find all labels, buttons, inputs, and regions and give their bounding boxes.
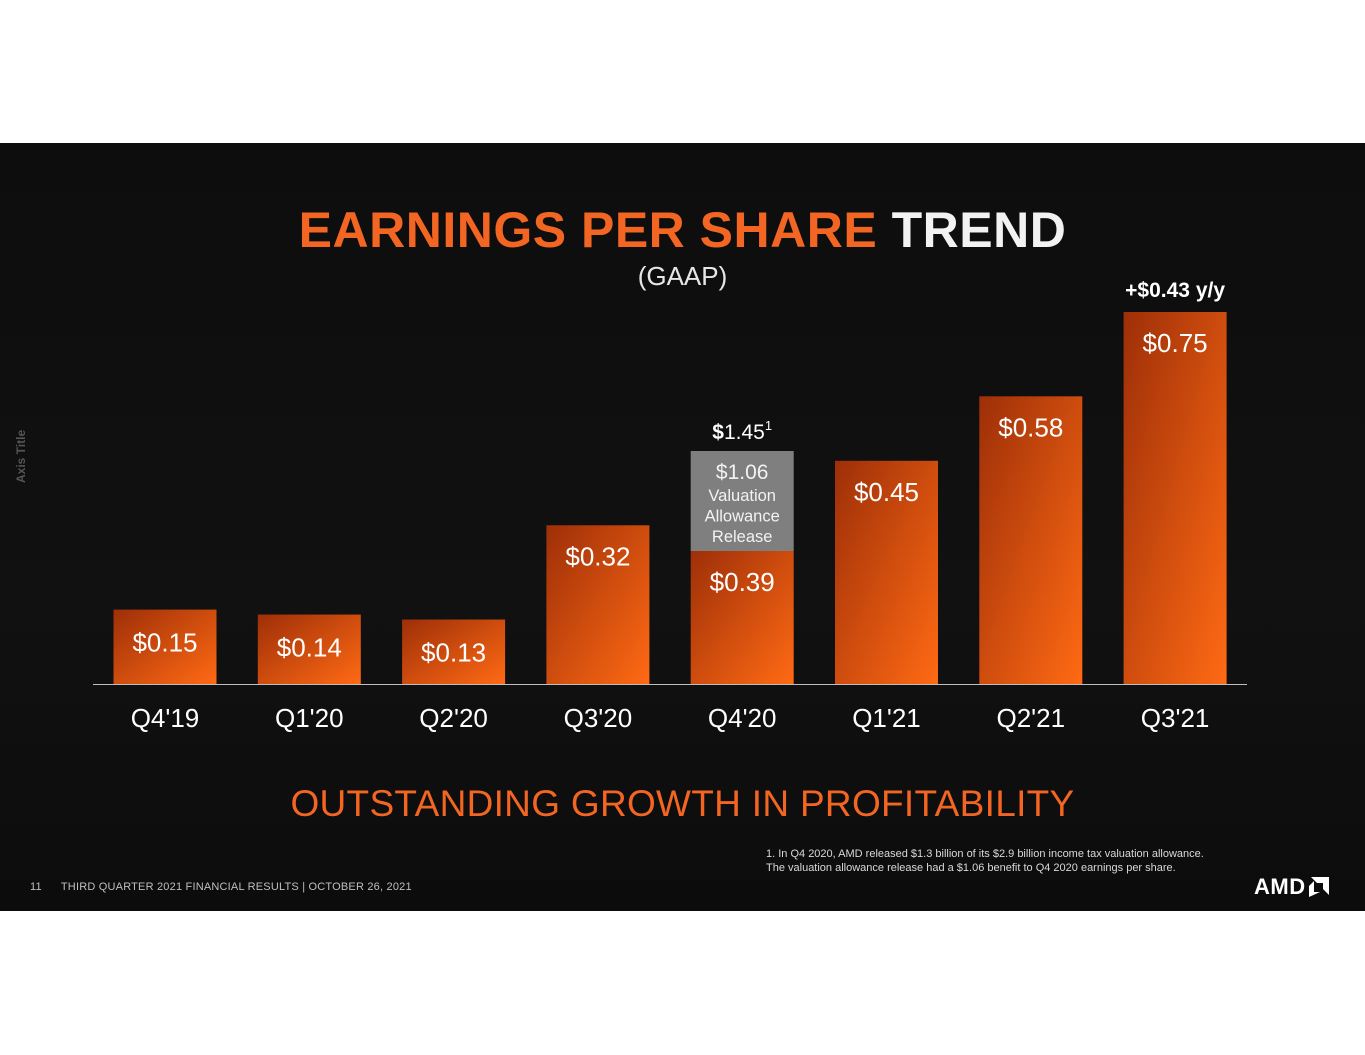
page-title: EARNINGS PER SHARE TREND xyxy=(0,201,1365,259)
bar-2 xyxy=(402,619,506,684)
x-tick-label-3: Q3'20 xyxy=(564,703,633,733)
x-tick-label-1: Q1'20 xyxy=(275,703,344,733)
bar-value-label-4: $0.39 xyxy=(710,567,775,597)
x-tick-label-4: Q4'20 xyxy=(708,703,777,733)
slide: EARNINGS PER SHARE TREND (GAAP) Axis Tit… xyxy=(0,143,1365,911)
bar-3 xyxy=(546,525,650,684)
footnote: 1. In Q4 2020, AMD released $1.3 billion… xyxy=(766,847,1204,875)
bar-value-label-0: $0.15 xyxy=(132,628,197,658)
bar-0 xyxy=(113,609,217,684)
title-accent: EARNINGS PER SHARE xyxy=(298,202,878,258)
tagline: OUTSTANDING GROWTH IN PROFITABILITY xyxy=(290,783,1075,824)
bar-4 xyxy=(690,551,794,684)
segment-text-line-2: Release xyxy=(712,528,773,546)
eps-bar-chart: $0.15 Q4'19 $0.14 Q1'20 $0.13 Q2'20 $0.32 Q3'20… xyxy=(93,279,1247,733)
amd-logo: AMD xyxy=(1254,874,1329,900)
x-tick-label-7: Q3'21 xyxy=(1141,703,1210,733)
stack-total-label: $1.451 xyxy=(712,418,772,444)
bar-1 xyxy=(257,614,361,684)
bar-value-label-1: $0.14 xyxy=(277,633,342,663)
bar-value-label-5: $0.45 xyxy=(854,477,919,507)
bar-value-label-6: $0.58 xyxy=(998,412,1063,442)
footnote-line-1: 1. In Q4 2020, AMD released $1.3 billion… xyxy=(766,848,1204,860)
amd-arrow-icon xyxy=(1308,877,1329,897)
page-number: 11 xyxy=(30,881,42,893)
bar-5 xyxy=(835,460,938,684)
bar-7 xyxy=(1123,312,1227,684)
bar-value-label-2: $0.13 xyxy=(421,638,486,668)
segment-text-line-0: Valuation xyxy=(708,487,776,505)
title-plain: TREND xyxy=(891,202,1067,258)
bar-value-label-3: $0.32 xyxy=(565,541,630,571)
subtitle: (GAAP) xyxy=(637,261,728,291)
yoy-annotation: +$0.43 y/y xyxy=(1125,279,1225,302)
logo-text: AMD xyxy=(1254,874,1306,899)
x-tick-label-6: Q2'21 xyxy=(997,703,1066,733)
segment-value-label: $1.06 xyxy=(716,461,769,484)
x-tick-label-5: Q1'21 xyxy=(852,703,921,733)
bar-6 xyxy=(979,396,1083,684)
segment-text-line-1: Allowance xyxy=(705,508,780,526)
x-tick-label-2: Q2'20 xyxy=(419,703,488,733)
valuation-allowance-segment xyxy=(690,451,794,551)
footer-text: THIRD QUARTER 2021 FINANCIAL RESULTS | O… xyxy=(60,881,412,893)
footnote-line-2: The valuation allowance release had a $1… xyxy=(766,862,1176,874)
bar-value-label-7: $0.75 xyxy=(1143,328,1208,358)
x-tick-label-0: Q4'19 xyxy=(131,703,200,733)
footer: 11 THIRD QUARTER 2021 FINANCIAL RESULTS … xyxy=(30,881,412,893)
